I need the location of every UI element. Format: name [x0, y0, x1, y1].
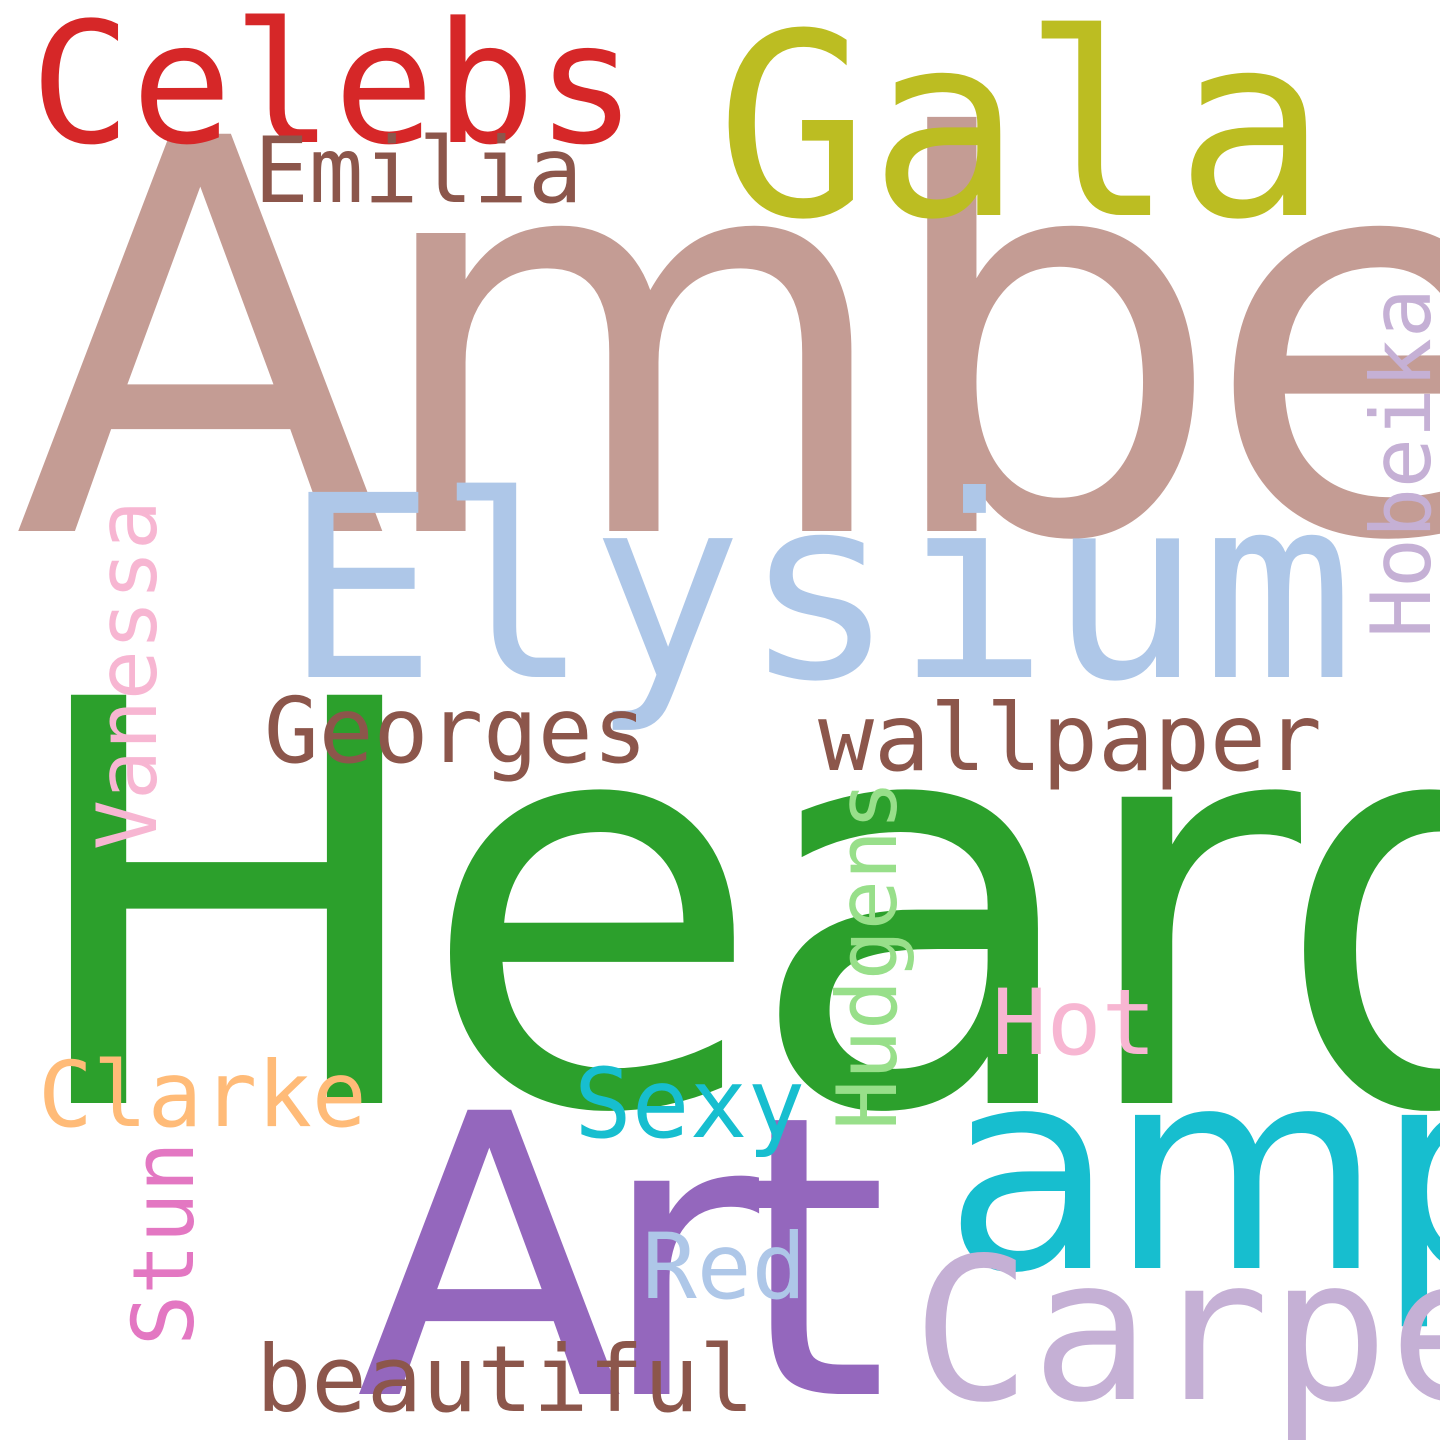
word-beautiful: beautiful [256, 1326, 755, 1433]
word-celebs: Celebs [30, 0, 637, 182]
word-georges: Georges [264, 679, 648, 784]
word-sexy: Sexy [574, 1048, 806, 1160]
word-hobeika: Hobeika [1353, 288, 1440, 638]
word-gala: Gala [716, 0, 1328, 275]
word-wallpaper: wallpaper [818, 684, 1322, 792]
word-carpet: Carpet [912, 1215, 1440, 1440]
word-vanessa: Vanessa [79, 500, 176, 850]
word-hot: Hot [992, 971, 1157, 1076]
word-hudgens: Hudgens [819, 780, 916, 1130]
word-emilia: Emilia [254, 119, 583, 224]
word-heard: Heard [16, 584, 1440, 1236]
word-stun: Stun [115, 1141, 214, 1346]
word-amber: Amber [14, 25, 1440, 660]
word-clarke: Clarke [38, 1043, 367, 1148]
word-art: Art [356, 1032, 888, 1440]
word-elysium: Elysium [284, 441, 1355, 737]
word-amp: amp [944, 1009, 1440, 1335]
word-red: Red [642, 1215, 807, 1320]
